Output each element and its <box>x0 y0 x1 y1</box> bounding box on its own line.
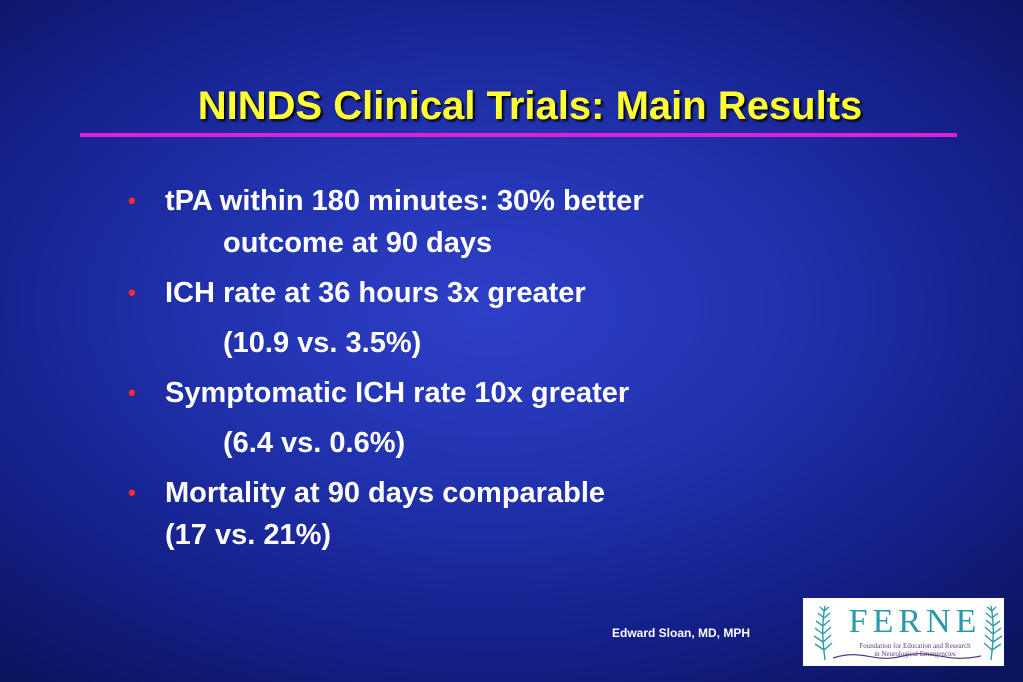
bullet-item-symptomatic-ich: • Symptomatic ICH rate 10x greater (6.4 … <box>128 372 828 464</box>
bullet-marker: • <box>128 280 136 305</box>
bullet-text: tPA within 180 minutes: 30% better <box>165 185 644 217</box>
ferne-subtitle-line2: in Neurological Emergencies <box>874 650 956 658</box>
bullet-text: Mortality at 90 days comparable <box>165 477 605 509</box>
bullet-continuation: (17 vs. 21%) <box>165 519 332 551</box>
author-credit: Edward Sloan, MD, MPH <box>612 626 751 640</box>
slide-title: NINDS Clinical Trials: Main Results <box>197 84 863 128</box>
bullet-item-tpa: • tPA within 180 minutes: 30% better out… <box>128 180 828 264</box>
title-underline-rule <box>80 133 957 137</box>
bullet-marker: • <box>128 188 136 213</box>
ferne-wordmark: FERNE <box>848 603 982 640</box>
bullet-text: ICH rate at 36 hours 3x greater <box>165 277 586 309</box>
bullet-continuation: (10.9 vs. 3.5%) <box>223 327 422 359</box>
bullet-text: Symptomatic ICH rate 10x greater <box>165 377 630 409</box>
bullet-marker: • <box>128 480 136 505</box>
ferne-subtitle-line1: Foundation for Education and Research <box>859 642 971 650</box>
bullet-item-ich: • ICH rate at 36 hours 3x greater (10.9 … <box>128 272 828 364</box>
bullet-continuation: outcome at 90 days <box>223 227 493 259</box>
bullet-list: • tPA within 180 minutes: 30% better out… <box>128 180 828 556</box>
bullet-item-mortality: • Mortality at 90 days comparable (17 vs… <box>128 472 828 556</box>
ferne-logo: FERNE Foundation for Education and Resea… <box>803 598 1004 666</box>
bullet-continuation: (6.4 vs. 0.6%) <box>223 427 406 459</box>
bullet-marker: • <box>128 380 136 405</box>
fern-frond-icon <box>813 605 1003 661</box>
